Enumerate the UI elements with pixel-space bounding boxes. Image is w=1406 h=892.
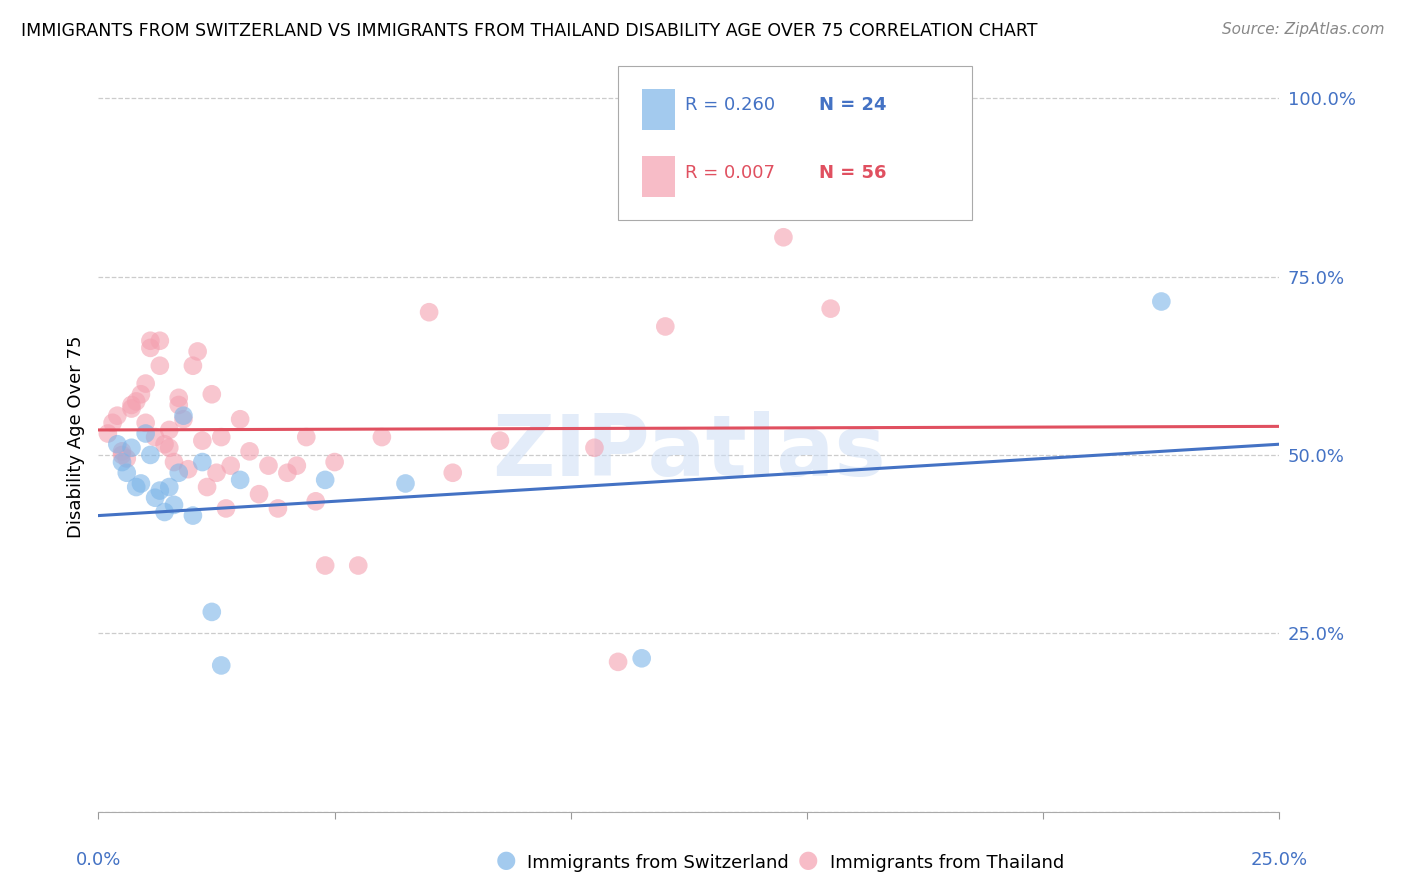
Point — [157, 480, 180, 494]
Point — [125, 394, 148, 409]
Point — [121, 398, 143, 412]
Point — [201, 605, 224, 619]
Point — [314, 473, 336, 487]
Point — [257, 458, 280, 473]
FancyBboxPatch shape — [619, 66, 973, 219]
Point — [295, 430, 318, 444]
Point — [678, 120, 700, 134]
Point — [191, 434, 214, 448]
Point — [111, 444, 134, 458]
Text: IMMIGRANTS FROM SWITZERLAND VS IMMIGRANTS FROM THAILAND DISABILITY AGE OVER 75 C: IMMIGRANTS FROM SWITZERLAND VS IMMIGRANT… — [21, 22, 1038, 40]
Point — [135, 376, 157, 391]
Point — [583, 441, 606, 455]
Point — [323, 455, 346, 469]
Point — [191, 455, 214, 469]
Point — [276, 466, 298, 480]
Point — [149, 334, 172, 348]
Point — [219, 458, 242, 473]
Point — [153, 437, 176, 451]
Point — [285, 458, 308, 473]
Y-axis label: Disability Age Over 75: Disability Age Over 75 — [66, 335, 84, 539]
Point — [201, 387, 224, 401]
Point — [181, 359, 204, 373]
Point — [157, 423, 180, 437]
Point — [209, 430, 232, 444]
Point — [149, 359, 172, 373]
Text: ●: ● — [496, 848, 516, 872]
Text: Immigrants from Switzerland: Immigrants from Switzerland — [527, 855, 789, 872]
Point — [239, 444, 262, 458]
Point — [163, 455, 186, 469]
Point — [181, 508, 204, 523]
Text: ZIPatlas: ZIPatlas — [492, 410, 886, 493]
Text: 0.0%: 0.0% — [76, 851, 121, 869]
Point — [247, 487, 270, 501]
Point — [441, 466, 464, 480]
Point — [418, 305, 440, 319]
Point — [125, 480, 148, 494]
Point — [229, 473, 252, 487]
Point — [167, 398, 190, 412]
Point — [105, 409, 128, 423]
Point — [111, 448, 134, 462]
Point — [772, 230, 794, 244]
Point — [654, 319, 676, 334]
Point — [101, 416, 124, 430]
Point — [371, 430, 394, 444]
Point — [205, 466, 228, 480]
Point — [209, 658, 232, 673]
Point — [195, 480, 218, 494]
Point — [607, 655, 630, 669]
Point — [135, 416, 157, 430]
Text: N = 24: N = 24 — [818, 96, 886, 114]
Text: Source: ZipAtlas.com: Source: ZipAtlas.com — [1222, 22, 1385, 37]
Point — [1150, 294, 1173, 309]
Point — [229, 412, 252, 426]
Point — [97, 426, 120, 441]
Text: R = 0.007: R = 0.007 — [685, 163, 775, 182]
Point — [177, 462, 200, 476]
Point — [167, 466, 190, 480]
Point — [143, 491, 166, 505]
Point — [347, 558, 370, 573]
Point — [115, 466, 138, 480]
Point — [139, 334, 162, 348]
Text: R = 0.260: R = 0.260 — [685, 96, 776, 114]
Point — [215, 501, 238, 516]
Point — [172, 409, 194, 423]
Text: N = 56: N = 56 — [818, 163, 886, 182]
Point — [820, 301, 842, 316]
FancyBboxPatch shape — [641, 156, 675, 197]
Point — [115, 451, 138, 466]
Point — [135, 426, 157, 441]
Point — [305, 494, 328, 508]
Point — [489, 434, 512, 448]
Point — [121, 401, 143, 416]
Point — [153, 505, 176, 519]
Text: ●: ● — [799, 848, 818, 872]
Point — [394, 476, 416, 491]
Text: 25.0%: 25.0% — [1251, 851, 1308, 869]
Text: Immigrants from Thailand: Immigrants from Thailand — [830, 855, 1064, 872]
Point — [172, 412, 194, 426]
Point — [157, 441, 180, 455]
Point — [139, 341, 162, 355]
Point — [163, 498, 186, 512]
Point — [129, 476, 152, 491]
Point — [149, 483, 172, 498]
Point — [167, 391, 190, 405]
FancyBboxPatch shape — [641, 88, 675, 130]
Point — [630, 651, 652, 665]
Point — [187, 344, 209, 359]
Point — [105, 437, 128, 451]
Point — [139, 448, 162, 462]
Point — [143, 430, 166, 444]
Point — [314, 558, 336, 573]
Point — [111, 455, 134, 469]
Point — [129, 387, 152, 401]
Point — [121, 441, 143, 455]
Point — [267, 501, 290, 516]
